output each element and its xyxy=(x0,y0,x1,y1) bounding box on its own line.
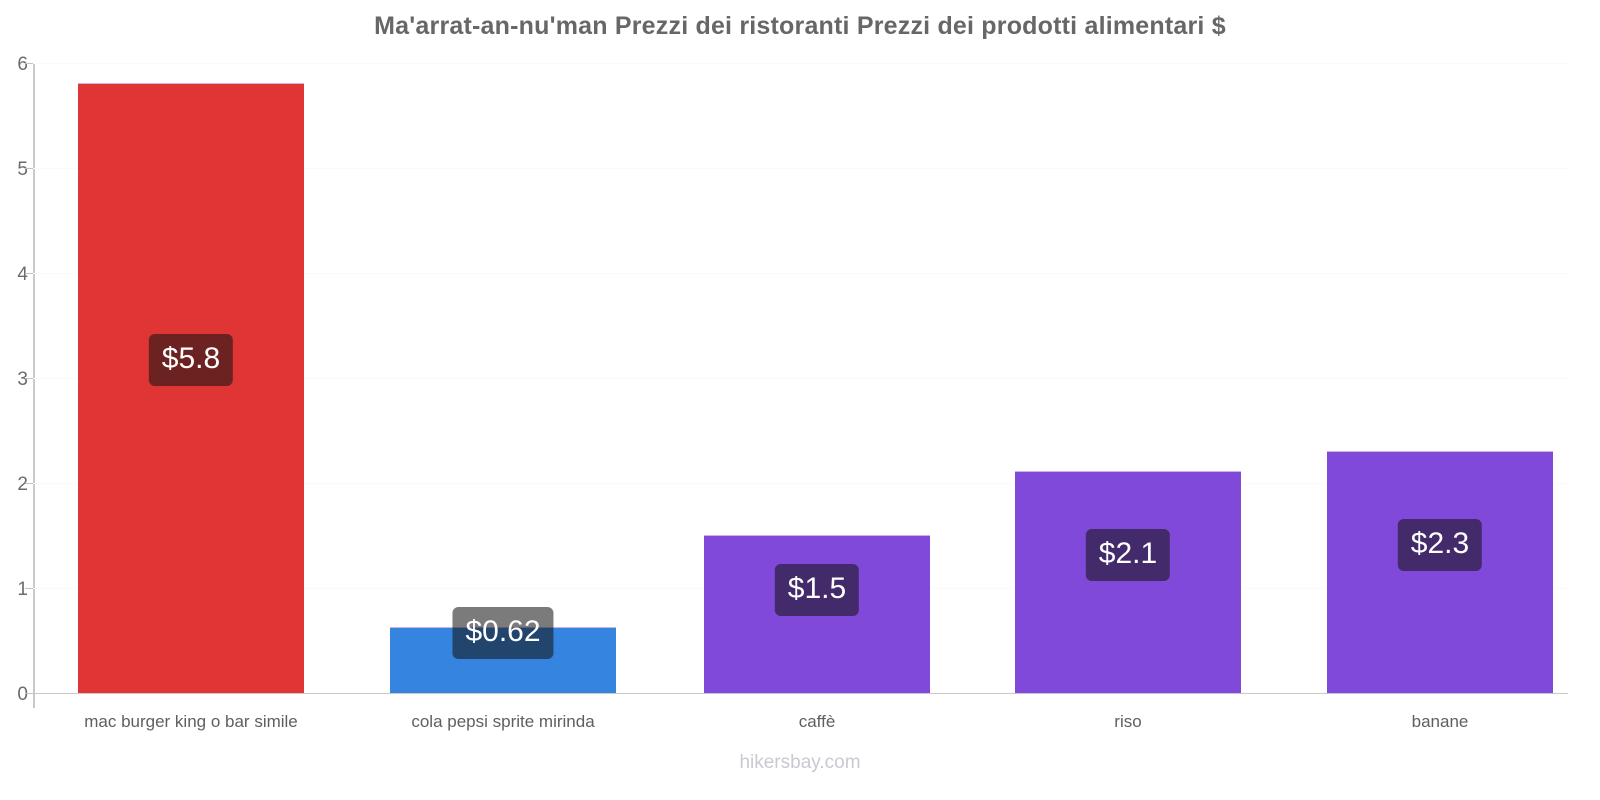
value-label-cola-pepsi-sprite-mirinda: $0.62 xyxy=(452,607,554,659)
x-axis-label-riso: riso xyxy=(1114,712,1142,731)
y-tick-mark-2 xyxy=(25,483,34,484)
y-tick-mark-0 xyxy=(25,693,34,694)
y-axis-line xyxy=(33,63,35,708)
y-tick-mark-4 xyxy=(25,273,34,274)
y-tick-mark-6 xyxy=(25,63,34,64)
y-tick-mark-5 xyxy=(25,168,34,169)
value-label-banane: $2.3 xyxy=(1397,519,1483,571)
bar-banane[interactable] xyxy=(1327,451,1553,693)
gridline-2 xyxy=(33,483,1568,484)
x-axis-label-caffe: caffè xyxy=(798,712,836,731)
y-tick-label-3: 3 xyxy=(17,369,28,390)
chart-title: Ma'arrat-an-nu'man Prezzi dei ristoranti… xyxy=(374,12,1226,40)
gridline-3 xyxy=(33,378,1568,379)
gridline-4 xyxy=(33,273,1568,274)
gridline-6 xyxy=(33,63,1568,64)
plot-area: $5.8 $0.62 $1.5 $2.1 $2.3 xyxy=(33,63,1568,694)
y-tick-label-1: 1 xyxy=(17,579,28,600)
y-tick-mark-1 xyxy=(25,588,34,589)
footer-credit: hikersbay.com xyxy=(739,752,861,773)
gridline-0-baseline xyxy=(33,693,1568,694)
bar-mac-burger-king-o-bar-simile[interactable] xyxy=(78,83,304,693)
gridline-5 xyxy=(33,168,1568,169)
bar-riso[interactable] xyxy=(1015,471,1241,693)
y-tick-label-4: 4 xyxy=(17,264,28,285)
value-label-mac-burger-king-o-bar-simile: $5.8 xyxy=(148,334,234,386)
y-tick-label-0: 0 xyxy=(17,684,28,705)
value-label-riso: $2.1 xyxy=(1085,529,1171,581)
y-tick-mark-3 xyxy=(25,378,34,379)
y-tick-label-2: 2 xyxy=(17,474,28,495)
x-axis-label-cola-pepsi-sprite-mirinda: cola pepsi sprite mirinda xyxy=(411,712,595,731)
x-axis-label-banane: banane xyxy=(1411,712,1469,731)
y-tick-label-6: 6 xyxy=(17,54,28,75)
value-label-caffe: $1.5 xyxy=(774,564,860,616)
y-tick-label-5: 5 xyxy=(17,159,28,180)
x-axis-label-mac-burger-king-o-bar-simile: mac burger king o bar simile xyxy=(84,712,298,731)
